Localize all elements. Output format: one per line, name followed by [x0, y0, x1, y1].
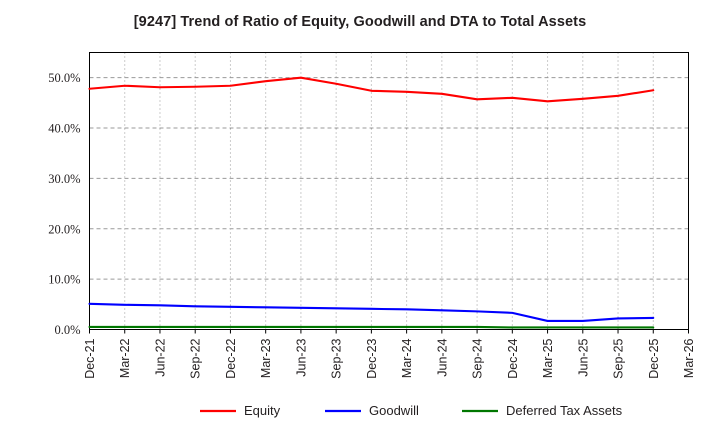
- y-axis-label: 10.0%: [48, 273, 80, 287]
- x-axis-label: Jun-23: [294, 338, 308, 376]
- series-line-equity: [88, 76, 655, 103]
- x-axis-label: Mar-25: [541, 338, 555, 378]
- y-axis-label: 30.0%: [48, 172, 80, 186]
- x-axis-label: Sep-24: [471, 338, 485, 378]
- legend-label-equity: Equity: [244, 403, 281, 418]
- legend-label-goodwill: Goodwill: [369, 403, 419, 418]
- y-axis-label: 0.0%: [54, 323, 80, 337]
- x-axis-label: Jun-25: [576, 338, 590, 376]
- x-axis-label: Dec-22: [224, 338, 238, 378]
- y-axis-label: 40.0%: [48, 122, 80, 136]
- vertical-gridlines: [124, 52, 689, 330]
- x-axis-label: Mar-22: [118, 338, 132, 378]
- y-axis-tick-labels: 0.0% 10.0% 20.0% 30.0% 40.0% 50.0%: [48, 71, 80, 337]
- x-axis-label: Dec-24: [506, 338, 520, 378]
- y-axis-label: 20.0%: [48, 222, 80, 236]
- series-line-goodwill: [88, 302, 655, 322]
- horizontal-gridlines: [89, 77, 689, 280]
- x-axis-label: Jun-22: [153, 338, 167, 376]
- plot-axes: [89, 52, 689, 330]
- x-axis-label: Jun-24: [435, 338, 449, 376]
- x-axis-label: Sep-25: [612, 338, 626, 378]
- x-axis-label: Dec-21: [83, 338, 97, 378]
- x-axis-label: Mar-24: [400, 338, 414, 378]
- plot-frame: [89, 52, 689, 330]
- series-line-deferred-tax-assets: [88, 325, 655, 329]
- x-axis-label: Mar-26: [682, 338, 696, 378]
- x-axis-label: Sep-22: [189, 338, 203, 378]
- x-axis-label: Dec-23: [365, 338, 379, 378]
- data-series-lines: [88, 76, 655, 329]
- x-axis-label: Dec-25: [647, 338, 661, 378]
- x-axis-label: Sep-23: [330, 338, 344, 378]
- chart-legend: Equity Goodwill Deferred Tax Assets: [200, 403, 623, 418]
- x-axis-label: Mar-23: [259, 338, 273, 378]
- legend-label-deferred-tax-assets: Deferred Tax Assets: [506, 403, 623, 418]
- y-axis-label: 50.0%: [48, 71, 80, 85]
- x-axis-tick-labels: Dec-21 Mar-22 Jun-22 Sep-22 Dec-22 Mar-23 Jun-…: [83, 329, 696, 379]
- chart-title: [9247] Trend of Ratio of Equity, Goodwil…: [133, 14, 587, 30]
